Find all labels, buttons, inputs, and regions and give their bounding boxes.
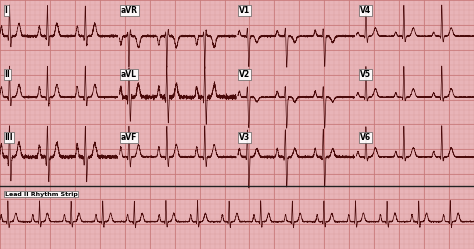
Text: V4: V4 xyxy=(360,6,371,15)
Text: V6: V6 xyxy=(360,133,371,142)
Text: I: I xyxy=(5,6,8,15)
Text: III: III xyxy=(5,133,13,142)
Text: aVF: aVF xyxy=(121,133,137,142)
Text: V3: V3 xyxy=(239,133,250,142)
Text: Lead II Rhythm Strip: Lead II Rhythm Strip xyxy=(5,192,77,197)
Text: V2: V2 xyxy=(239,70,250,79)
Text: V1: V1 xyxy=(239,6,250,15)
Text: V5: V5 xyxy=(360,70,371,79)
Text: aVL: aVL xyxy=(121,70,137,79)
Text: aVR: aVR xyxy=(121,6,138,15)
Text: II: II xyxy=(5,70,10,79)
